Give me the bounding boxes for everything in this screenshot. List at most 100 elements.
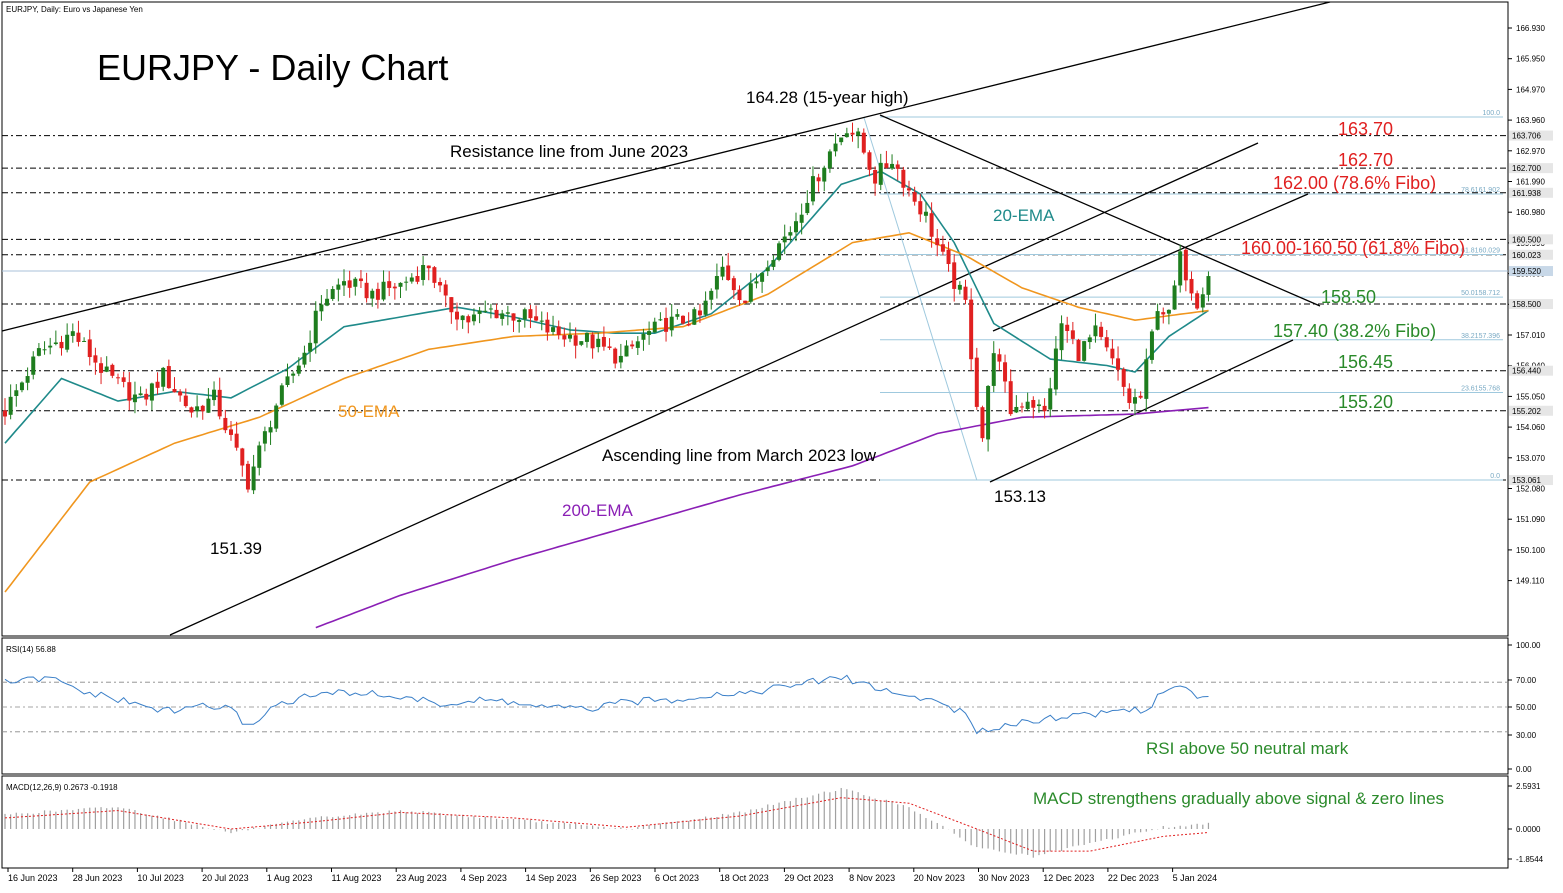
candle-body bbox=[375, 288, 380, 300]
price-marker-box bbox=[1509, 187, 1553, 198]
candle-body bbox=[70, 331, 75, 336]
candle-body bbox=[206, 398, 211, 413]
rsi-tick-label: 100.00 bbox=[1516, 641, 1541, 650]
candle-body bbox=[539, 320, 544, 322]
candle-body bbox=[144, 393, 149, 400]
candle-body bbox=[969, 299, 974, 360]
candle-body bbox=[455, 311, 459, 320]
date-tick-label: 6 Oct 2023 bbox=[655, 873, 699, 883]
level-158-50: 158.50 bbox=[1321, 287, 1376, 307]
candle-body bbox=[325, 298, 330, 306]
candle-body bbox=[234, 433, 239, 448]
candle-body bbox=[240, 448, 245, 466]
candle-body bbox=[330, 289, 335, 299]
candle-body bbox=[861, 132, 866, 153]
resistance-trendline bbox=[1, 1, 1331, 332]
candle-body bbox=[833, 143, 838, 152]
candle-body bbox=[731, 278, 736, 291]
resistance-line-label: Resistance line from June 2023 bbox=[450, 142, 688, 161]
candle-body bbox=[212, 389, 217, 401]
price-tick-label: 157.010 bbox=[1516, 331, 1545, 340]
candle-body bbox=[986, 385, 991, 440]
candle-body bbox=[940, 244, 945, 252]
candle-body bbox=[415, 275, 420, 282]
candle-body bbox=[878, 162, 883, 185]
candle-body bbox=[737, 289, 742, 301]
price-marker-box bbox=[1509, 249, 1553, 260]
candle-body bbox=[279, 385, 284, 405]
candle-body bbox=[777, 243, 782, 260]
candle-body bbox=[884, 163, 889, 168]
rsi-panel-border bbox=[1, 637, 1509, 775]
candle-body bbox=[839, 137, 844, 143]
candle-body bbox=[1059, 323, 1064, 351]
candle-body bbox=[692, 309, 697, 325]
candle-body bbox=[901, 169, 906, 188]
candle-body bbox=[1003, 362, 1008, 382]
candle-body bbox=[743, 300, 748, 303]
rsi-tick-label: 70.00 bbox=[1516, 676, 1537, 685]
price-marker-label: 158.500 bbox=[1512, 300, 1541, 309]
fibo-level-label: 61.8160.029 bbox=[1461, 248, 1500, 255]
date-tick-label: 1 Aug 2023 bbox=[267, 873, 313, 883]
candle-body bbox=[556, 326, 561, 335]
date-tick-label: 22 Dec 2023 bbox=[1108, 873, 1159, 883]
date-tick-label: 20 Jul 2023 bbox=[202, 873, 249, 883]
candle-body bbox=[658, 319, 663, 321]
candle-body bbox=[121, 377, 126, 382]
candle-body bbox=[517, 319, 522, 322]
date-tick-label: 10 Jul 2023 bbox=[137, 873, 184, 883]
candle-body bbox=[720, 266, 725, 277]
date-tick-label: 30 Nov 2023 bbox=[979, 873, 1030, 883]
candle-body bbox=[952, 262, 957, 289]
candle-body bbox=[200, 405, 205, 412]
candle-body bbox=[1144, 359, 1149, 399]
macd-note: MACD strengthens gradually above signal … bbox=[1033, 789, 1444, 808]
candle-body bbox=[1065, 324, 1070, 331]
candle-body bbox=[308, 342, 313, 352]
price-marker-box bbox=[1509, 163, 1553, 174]
candle-body bbox=[760, 273, 765, 282]
price-marker-label: 155.202 bbox=[1512, 407, 1541, 416]
candle-body bbox=[946, 249, 951, 265]
candle-body bbox=[1036, 404, 1041, 407]
candle-body bbox=[296, 365, 301, 374]
price-tick-label: 155.050 bbox=[1516, 392, 1545, 401]
date-tick-label: 5 Jan 2024 bbox=[1173, 873, 1218, 883]
candle-body bbox=[132, 394, 137, 403]
candle-body bbox=[319, 304, 324, 312]
candle-body bbox=[568, 334, 572, 339]
candle-body bbox=[1008, 381, 1013, 415]
candle-body bbox=[342, 281, 346, 286]
candle-body bbox=[641, 334, 646, 340]
candle-body bbox=[573, 335, 578, 346]
candle-body bbox=[268, 427, 273, 433]
price-tick-label: 163.960 bbox=[1516, 116, 1545, 125]
candle-body bbox=[748, 283, 753, 302]
candle-body bbox=[652, 321, 657, 333]
candle-body bbox=[929, 213, 934, 237]
candle-body bbox=[421, 265, 426, 280]
date-tick-label: 29 Oct 2023 bbox=[784, 873, 833, 883]
candle-body bbox=[686, 323, 691, 326]
candle-body bbox=[65, 334, 70, 350]
candle-body bbox=[313, 310, 318, 344]
candle-body bbox=[624, 345, 629, 357]
candle-body bbox=[387, 281, 392, 288]
candle-body bbox=[534, 316, 539, 321]
price-marker-label: 156.440 bbox=[1512, 367, 1541, 376]
candle-body bbox=[500, 313, 505, 319]
price-tick-label: 149.110 bbox=[1516, 577, 1545, 586]
price-marker-label: 162.700 bbox=[1512, 164, 1541, 173]
candle-body bbox=[116, 377, 120, 379]
candle-body bbox=[618, 355, 623, 363]
candle-body bbox=[99, 363, 104, 373]
candle-body bbox=[974, 357, 979, 407]
candle-body bbox=[635, 341, 640, 348]
candle-body bbox=[87, 339, 92, 358]
candle-body bbox=[963, 286, 968, 300]
candle-body bbox=[511, 313, 516, 321]
candle-body bbox=[161, 367, 166, 387]
